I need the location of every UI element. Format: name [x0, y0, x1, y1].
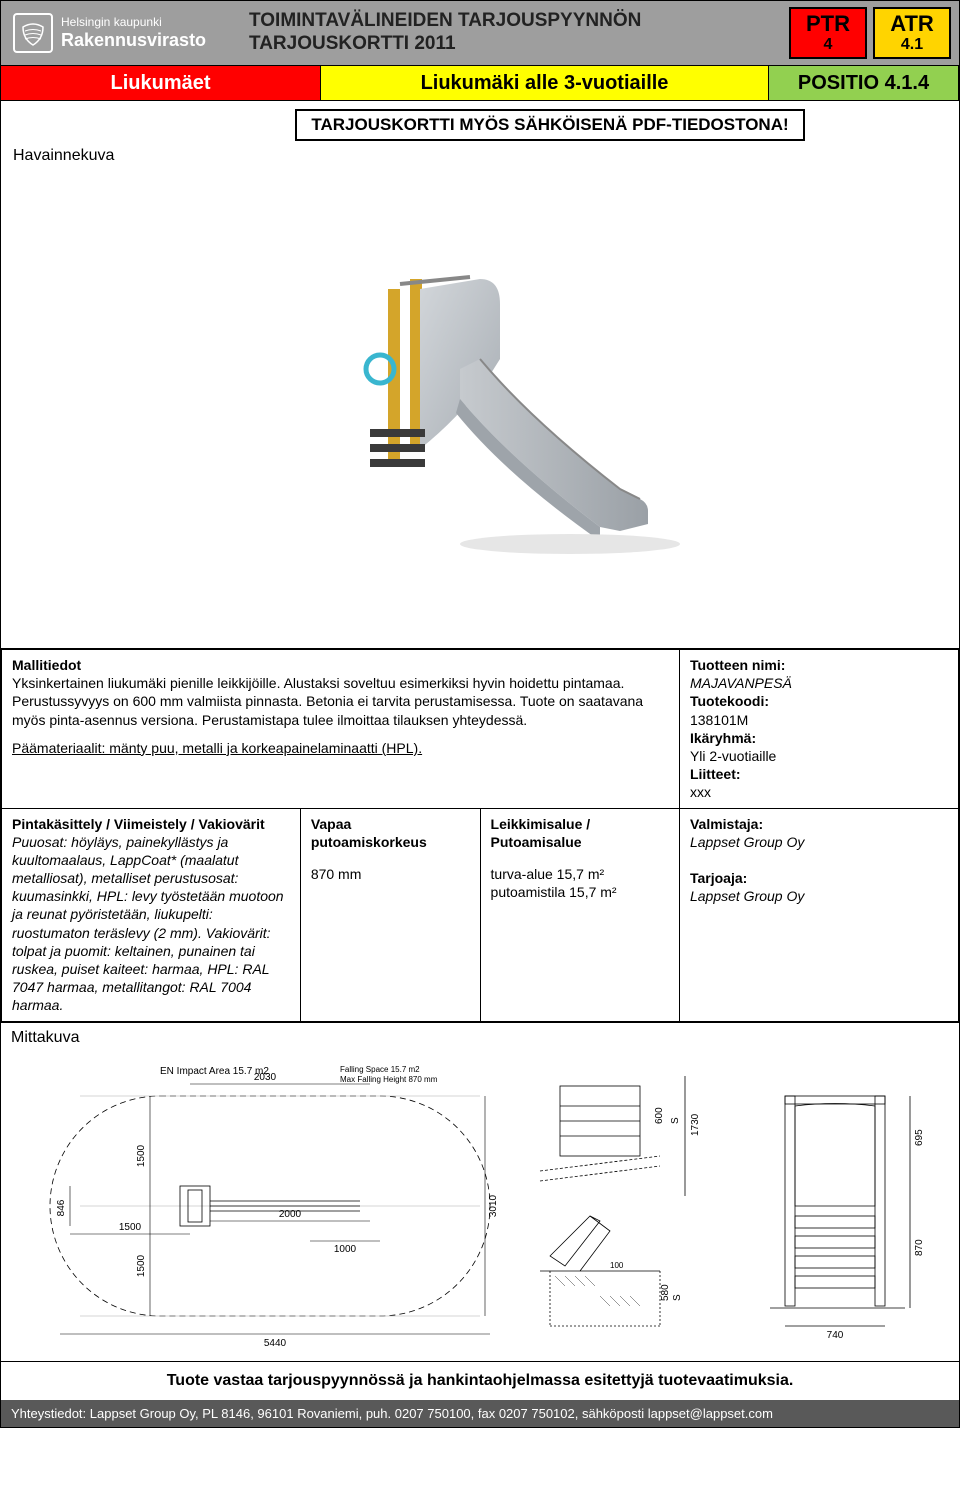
dim-2000: 2000: [279, 1209, 302, 1220]
ikaryhma-label: Ikäryhmä:: [690, 730, 756, 746]
dim-h-top: 1500: [136, 1144, 147, 1167]
tuotekoodi-value: 138101M: [690, 712, 748, 728]
putoamistila: putoamistila 15,7 m²: [491, 883, 669, 901]
finish-body: Puuosat: höyläys, painekyllästys ja kuul…: [12, 833, 290, 1015]
s-label-2: S: [672, 1294, 683, 1301]
fallheight-cell: Vapaa putoamiskorkeus 870 mm: [300, 808, 480, 1021]
dim-580: 580: [660, 1283, 671, 1300]
valmistaja-value: Lappset Group Oy: [690, 834, 804, 850]
mallitiedot-cell: Mallitiedot Yksinkertainen liukumäki pie…: [2, 650, 680, 809]
ptr-tag: PTR 4: [789, 7, 867, 59]
dim-740: 740: [827, 1330, 844, 1341]
technical-drawing-icon: EN Impact Area 15.7 m2: [20, 1056, 940, 1346]
dim-h-bot: 1500: [136, 1254, 147, 1277]
tuotteen-nimi-label: Tuotteen nimi:: [690, 657, 785, 673]
page: Helsingin kaupunki Rakennusvirasto TOIMI…: [0, 0, 960, 1428]
mittakuva-label: Mittakuva: [11, 1029, 949, 1047]
mallitiedot-body: Yksinkertainen liukumäki pienille leikki…: [12, 674, 669, 729]
product-meta-cell-1: Tuotteen nimi: MAJAVANPESÄ Tuotekoodi: 1…: [679, 650, 958, 809]
category-right: POSITIO 4.1.4: [769, 66, 959, 100]
ikaryhma-value: Yli 2-vuotiaille: [690, 748, 776, 764]
liitteet-value: xxx: [690, 784, 711, 800]
dim-5440: 5440: [264, 1338, 287, 1346]
playarea-cell: Leikkimisalue / Putoamisalue turva-alue …: [480, 808, 679, 1021]
paamateriaalit: Päämateriaalit: mänty puu, metalli ja ko…: [12, 739, 669, 757]
playarea-heading: Leikkimisalue / Putoamisalue: [491, 815, 669, 851]
contact-footer: Yhteystiedot: Lappset Group Oy, PL 8146,…: [1, 1400, 959, 1427]
dim-870: 870: [914, 1238, 925, 1255]
dim-3010: 3010: [488, 1194, 499, 1217]
product-meta-cell-2: Valmistaja: Lappset Group Oy Tarjoaja: L…: [679, 808, 958, 1021]
fallheight-heading: Vapaa putoamiskorkeus: [311, 815, 470, 851]
render-image-area: [1, 169, 959, 649]
org-line1: Helsingin kaupunki: [61, 16, 206, 30]
dim-695: 695: [914, 1128, 925, 1145]
havainnekuva-label: Havainnekuva: [1, 145, 959, 169]
liitteet-label: Liitteet:: [690, 766, 741, 782]
notice-row: TARJOUSKORTTI MYÖS SÄHKÖISENÄ PDF-TIEDOS…: [1, 101, 959, 145]
dim-top-span: 2030: [254, 1072, 277, 1083]
falling-text1: Falling Space 15.7 m2: [340, 1065, 420, 1074]
header-bar: Helsingin kaupunki Rakennusvirasto TOIMI…: [1, 1, 959, 65]
valmistaja-label: Valmistaja:: [690, 816, 763, 832]
atr-value: 4.1: [901, 36, 923, 54]
ptr-label: PTR: [806, 12, 850, 36]
dim-100: 100: [610, 1261, 624, 1270]
doc-title-line1: TOIMINTAVÄLINEIDEN TARJOUSPYYNNÖN: [249, 10, 789, 33]
doc-title: TOIMINTAVÄLINEIDEN TARJOUSPYYNNÖN TARJOU…: [241, 1, 789, 65]
dim-846: 846: [56, 1199, 67, 1216]
tarjoaja-label: Tarjoaja:: [690, 870, 747, 886]
dim-600: 600: [654, 1106, 665, 1123]
tuotteen-nimi-value: MAJAVANPESÄ: [690, 675, 792, 691]
atr-tag: ATR 4.1: [873, 7, 951, 59]
s-label-1: S: [670, 1117, 681, 1124]
ptr-value: 4: [824, 36, 833, 54]
turva-alue: turva-alue 15,7 m²: [491, 865, 669, 883]
pdf-notice: TARJOUSKORTTI MYÖS SÄHKÖISENÄ PDF-TIEDOS…: [295, 109, 804, 141]
org-line2: Rakennusvirasto: [61, 30, 206, 51]
city-crest-icon: [13, 13, 53, 53]
category-row: Liukumäet Liukumäki alle 3-vuotiaille PO…: [1, 65, 959, 101]
falling-text2: Max Falling Height 870 mm: [340, 1075, 438, 1084]
slide-render-icon: [270, 249, 690, 569]
tuotekoodi-label: Tuotekoodi:: [690, 693, 769, 709]
org-logo-block: Helsingin kaupunki Rakennusvirasto: [1, 1, 241, 65]
conformance-statement: Tuote vastaa tarjouspyynnössä ja hankint…: [1, 1361, 959, 1400]
category-left: Liukumäet: [1, 66, 321, 100]
doc-title-line2: TARJOUSKORTTI 2011: [249, 33, 789, 56]
atr-label: ATR: [890, 12, 934, 36]
finish-cell: Pintakäsittely / Viimeistely / Vakioväri…: [2, 808, 301, 1021]
mallitiedot-heading: Mallitiedot: [12, 656, 669, 674]
dim-1730: 1730: [690, 1113, 701, 1136]
technical-drawing-area: EN Impact Area 15.7 m2: [11, 1051, 949, 1351]
tarjoaja-value: Lappset Group Oy: [690, 888, 804, 904]
dim-left-offset: 1500: [119, 1222, 142, 1233]
specs-table: Mallitiedot Yksinkertainen liukumäki pie…: [1, 649, 959, 1022]
header-tags: PTR 4 ATR 4.1: [789, 1, 959, 65]
category-mid: Liukumäki alle 3-vuotiaille: [321, 66, 769, 100]
mittakuva-section: Mittakuva EN Impact Area 15.7 m2: [1, 1022, 959, 1361]
dim-1000: 1000: [334, 1244, 357, 1255]
fallheight-value: 870 mm: [311, 865, 470, 883]
finish-heading: Pintakäsittely / Viimeistely / Vakioväri…: [12, 815, 290, 833]
